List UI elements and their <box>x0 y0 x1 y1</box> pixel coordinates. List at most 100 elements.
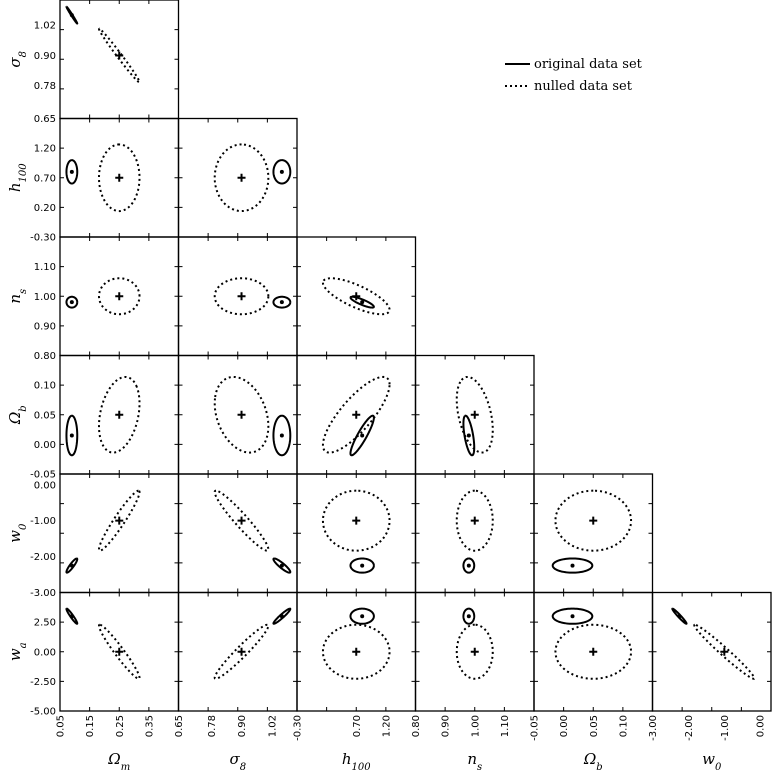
panel-frame <box>177 473 298 594</box>
nulled-fiducial-marker <box>115 647 124 656</box>
original-fiducial-marker <box>466 433 471 438</box>
original-fiducial-marker <box>69 433 74 438</box>
y-tick-label-h_100: 0.70 <box>34 173 56 184</box>
panel-contours <box>213 277 292 316</box>
panel-contours <box>321 607 391 680</box>
panel-frame <box>533 473 654 594</box>
y-axis-label-w_a: wa <box>6 642 29 661</box>
panel-frame <box>414 473 535 594</box>
original-ellipse-sigma_8-w_a <box>272 607 292 625</box>
nulled-fiducial-marker <box>470 647 479 656</box>
nulled-fiducial-marker <box>589 516 598 525</box>
panel-contours <box>65 489 141 574</box>
x-tick-label-Omega_m: 0.05 <box>56 715 67 737</box>
panel-contours <box>321 375 391 457</box>
x-tick-label-Omega_b: -0.05 <box>530 715 541 741</box>
original-ellipse-sigma_8-n_s <box>272 295 292 309</box>
original-fiducial-marker <box>69 563 74 568</box>
panel-Omega_m-sigma_8 <box>59 0 180 120</box>
x-tick-label-Omega_m: 0.15 <box>85 715 96 737</box>
original-fiducial-marker <box>69 614 74 619</box>
panel-Omega_m-h_100 <box>59 117 180 238</box>
y-tick-label-sigma_8: 1.02 <box>34 21 56 32</box>
y-tick-label-h_100: -0.30 <box>30 233 56 244</box>
y-tick-label-h_100: 0.20 <box>34 203 56 214</box>
nulled-ellipse-sigma_8-h_100 <box>213 143 270 213</box>
x-axis-label-sigma_8: σ8 <box>229 750 246 773</box>
panel-frame <box>59 473 180 594</box>
y-tick-label-Omega_b: 0.10 <box>34 381 56 392</box>
x-axis-label-Omega_m: Ωm <box>107 750 130 773</box>
nulled-fiducial-marker <box>237 410 246 419</box>
y-axis-label-h_100: h100 <box>6 163 29 192</box>
nulled-ellipse-Omega_b-w_0 <box>554 489 633 552</box>
original-ellipse-Omega_m-h_100 <box>65 159 79 185</box>
x-tick-label-w_0: -1.00 <box>720 715 731 741</box>
y-tick-label-Omega_b: 0.00 <box>34 440 56 451</box>
panel-h_100-n_s <box>296 236 417 357</box>
y-tick-label-w_a: 0.00 <box>34 647 56 658</box>
y-tick-label-n_s: 1.10 <box>34 262 56 273</box>
y-tick-label-w_a: -2.50 <box>30 677 56 688</box>
panel-Omega_m-w_0 <box>59 473 180 594</box>
y-tick-label-w_a: -5.00 <box>30 707 56 718</box>
original-ellipse-Omega_m-w_0 <box>65 557 79 574</box>
nulled-ellipse-h_100-w_a <box>321 623 391 680</box>
y-tick-label-w_0: 0.00 <box>34 480 56 491</box>
panel-sigma_8-w_a <box>177 591 298 712</box>
nulled-fiducial-marker <box>352 647 361 656</box>
panel-h_100-Omega_b <box>296 354 417 475</box>
x-tick-label-n_s: 1.10 <box>500 715 511 737</box>
y-tick-label-n_s: 0.90 <box>34 321 56 332</box>
x-tick-label-Omega_b: 0.00 <box>559 715 570 737</box>
original-ellipse-n_s-w_a <box>462 607 476 625</box>
nulled-ellipse-sigma_8-Omega_b <box>213 375 270 454</box>
panel-contours <box>455 375 494 457</box>
y-tick-label-Omega_b: 0.05 <box>34 410 56 421</box>
original-fiducial-marker <box>69 300 74 305</box>
x-tick-label-h_100: 0.70 <box>352 715 363 737</box>
panel-contours <box>321 277 391 316</box>
panel-n_s-w_0 <box>414 473 535 594</box>
panel-contours <box>671 607 756 680</box>
original-fiducial-marker <box>279 169 284 174</box>
panel-contours <box>213 143 292 213</box>
nulled-ellipse-n_s-w_0 <box>455 489 494 552</box>
x-tick-label-sigma_8: 0.90 <box>237 715 248 737</box>
panel-Omega_m-w_a <box>59 591 180 712</box>
x-axis-label-h_100: h100 <box>342 750 371 773</box>
y-axis-label-Omega_b: Ωb <box>6 405 29 425</box>
original-fiducial-marker <box>570 563 575 568</box>
original-ellipse-sigma_8-h_100 <box>272 159 292 185</box>
x-tick-label-n_s: 0.80 <box>411 715 422 737</box>
nulled-fiducial-marker <box>115 51 124 60</box>
x-tick-label-w_0: 0.00 <box>756 715 767 737</box>
legend: original data set nulled data set <box>505 57 643 94</box>
x-tick-label-n_s: 1.00 <box>470 715 481 737</box>
nulled-fiducial-marker <box>352 410 361 419</box>
original-fiducial-marker <box>279 300 284 305</box>
nulled-fiducial-marker <box>115 173 124 182</box>
y-tick-label-n_s: 0.80 <box>34 351 56 362</box>
original-ellipse-sigma_8-Omega_b <box>272 414 292 457</box>
nulled-fiducial-marker <box>237 173 246 182</box>
original-ellipse-h_100-n_s <box>349 295 375 309</box>
nulled-ellipse-w_0-w_a <box>693 623 756 680</box>
panel-n_s-Omega_b <box>414 354 535 475</box>
original-fiducial-marker <box>360 433 365 438</box>
x-tick-label-Omega_b: 0.05 <box>589 715 600 737</box>
panel-frame <box>296 473 417 594</box>
panel-contours <box>65 277 141 316</box>
y-tick-label-sigma_8: 0.65 <box>34 114 56 125</box>
original-ellipse-n_s-w_0 <box>462 557 476 574</box>
x-tick-label-n_s: 0.90 <box>441 715 452 737</box>
y-tick-label-n_s: 1.00 <box>34 292 56 303</box>
y-tick-label-w_a: 2.50 <box>34 618 56 629</box>
x-tick-label-w_0: -2.00 <box>684 715 695 741</box>
x-tick-label-h_100: -0.30 <box>293 715 304 741</box>
panel-contours <box>551 607 633 680</box>
y-tick-label-sigma_8: 0.78 <box>34 81 56 92</box>
x-tick-label-h_100: 1.20 <box>381 715 392 737</box>
x-tick-label-sigma_8: 0.65 <box>174 715 185 737</box>
